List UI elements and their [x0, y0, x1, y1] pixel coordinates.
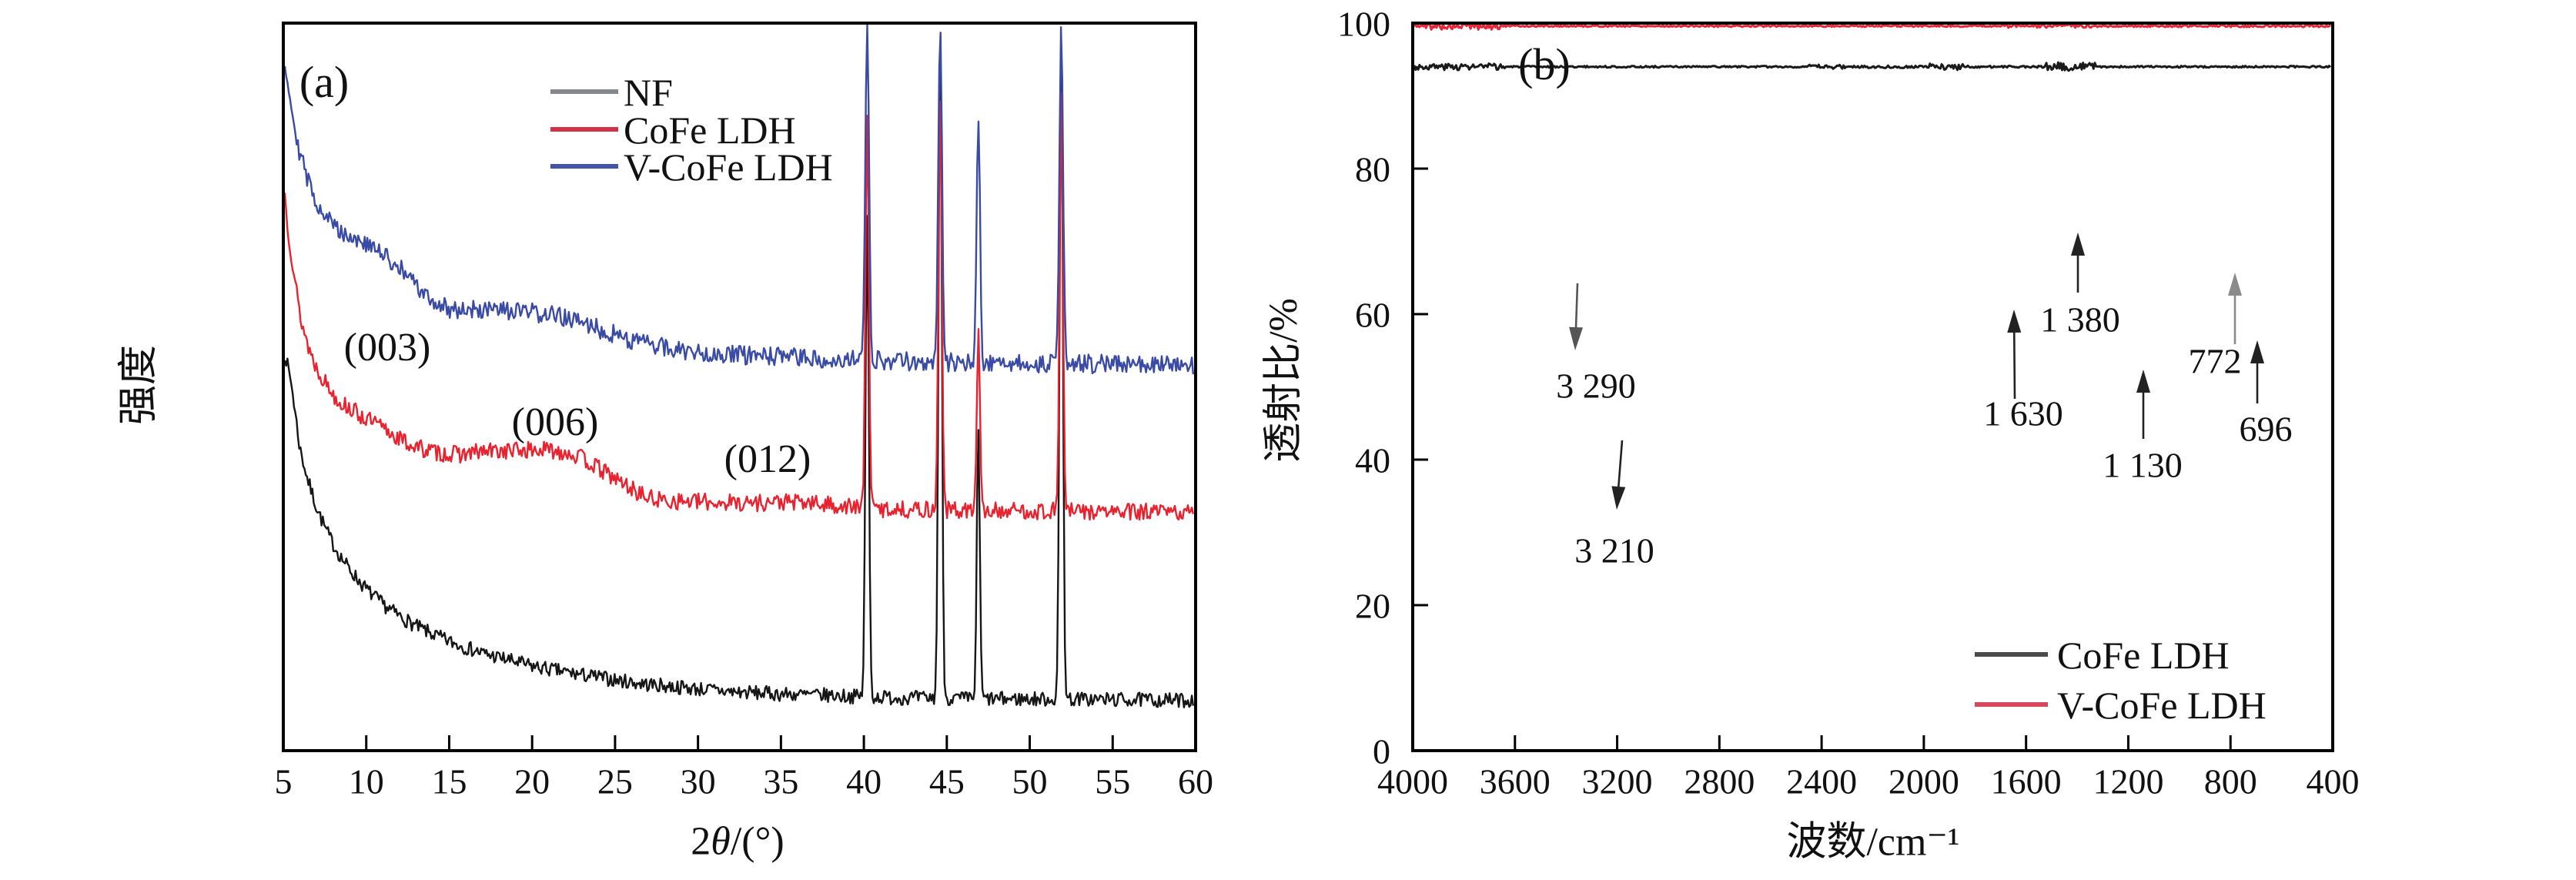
annotation-arrow-line [2012, 327, 2016, 400]
x-axis-title: 2θ/(°) [691, 820, 784, 864]
y-tick-label: 40 [1355, 441, 1390, 480]
annotation-arrow-head [2228, 273, 2242, 296]
annotation-label: 3 290 [1556, 366, 1636, 406]
annotation-arrow-line [1574, 283, 1579, 333]
x-tick-label: 400 [2307, 762, 2360, 801]
peak-label: (012) [724, 437, 811, 481]
y-axis-title: 透射比/% [1262, 298, 1306, 463]
legend-label: V-CoFe LDH [2057, 684, 2267, 727]
x-tick-label: 2000 [1889, 762, 1959, 801]
x-tick-label: 40 [846, 762, 882, 801]
legend-label: V-CoFe LDH [624, 146, 833, 189]
y-tick-label: 0 [1373, 732, 1390, 771]
y-axis-title: 强度 [117, 345, 161, 425]
annotation-label: 1 630 [1983, 394, 2063, 433]
panel-letter: (a) [299, 57, 349, 107]
x-tick-label: 50 [1012, 762, 1048, 801]
annotation-arrow-line [1617, 440, 1624, 492]
panel-xrd: 5 10 15 20 25 30 35 40 45 50 55 60 (003) (006) (012) NF… [117, 22, 1213, 864]
legend-label: CoFe LDH [2057, 634, 2230, 677]
x-tick-label: 45 [929, 762, 965, 801]
annotation-label: 1 380 [2040, 300, 2120, 340]
x-tick-label: 30 [681, 762, 716, 801]
annotation-arrow-head [1611, 486, 1626, 510]
curve-nf [285, 60, 1194, 709]
peak-label: (003) [344, 326, 431, 370]
annotation-label: 1 130 [2103, 446, 2183, 485]
x-tick-label: 800 [2204, 762, 2257, 801]
x-tick-label: 1200 [2093, 762, 2163, 801]
x-tick-label: 2800 [1684, 762, 1755, 801]
annotation-arrow-head [2007, 310, 2022, 333]
legend-label: NF [624, 71, 673, 114]
annotation-arrow-head [2250, 340, 2264, 363]
x-axis-title: 波数/cm⁻¹ [1786, 821, 1959, 865]
y-tick-label: 20 [1355, 587, 1390, 626]
panel-letter: (b) [1518, 39, 1571, 89]
annotation-label: 696 [2240, 410, 2293, 449]
x-tick-label: 3200 [1582, 762, 1653, 801]
plot-frame [282, 22, 1197, 752]
curve-v-cofe-ldh [1414, 25, 2331, 31]
x-tick-label: 5 [275, 762, 293, 801]
plot-frame [1411, 22, 2334, 752]
annotation-label: 3 210 [1574, 531, 1654, 570]
peak-label: (006) [512, 400, 599, 444]
x-tick-label: 2400 [1786, 762, 1857, 801]
curve-cofe-ldh [1414, 61, 2331, 72]
x-tick-label: 25 [597, 762, 633, 801]
annotation-arrow-head [1569, 326, 1584, 350]
legend-label: CoFe LDH [624, 109, 796, 152]
y-tick-label: 60 [1355, 296, 1390, 335]
x-tick-label: 1600 [1991, 762, 2062, 801]
x-tick-label: 10 [349, 762, 384, 801]
x-tick-label: 60 [1178, 762, 1213, 801]
x-tick-label: 20 [514, 762, 550, 801]
curve-v-cofe-ldh [285, 25, 1194, 375]
curve-cofe-ldh [285, 92, 1194, 521]
annotation-arrow-head [2136, 370, 2150, 393]
x-tick-label: 15 [431, 762, 467, 801]
x-tick-label: 35 [763, 762, 798, 801]
x-tick-label: 55 [1095, 762, 1130, 801]
y-tick-label: 100 [1337, 5, 1390, 44]
y-tick-label: 80 [1355, 150, 1390, 189]
annotation-label: 772 [2189, 342, 2242, 381]
annotation-arrow-head [2071, 233, 2085, 256]
panel-ftir: 4000 3600 3200 2800 2400 2000 1600 1200 800 40002… [1262, 5, 2360, 865]
x-tick-label: 3600 [1480, 762, 1551, 801]
x-tick-label: 4000 [1377, 762, 1448, 801]
